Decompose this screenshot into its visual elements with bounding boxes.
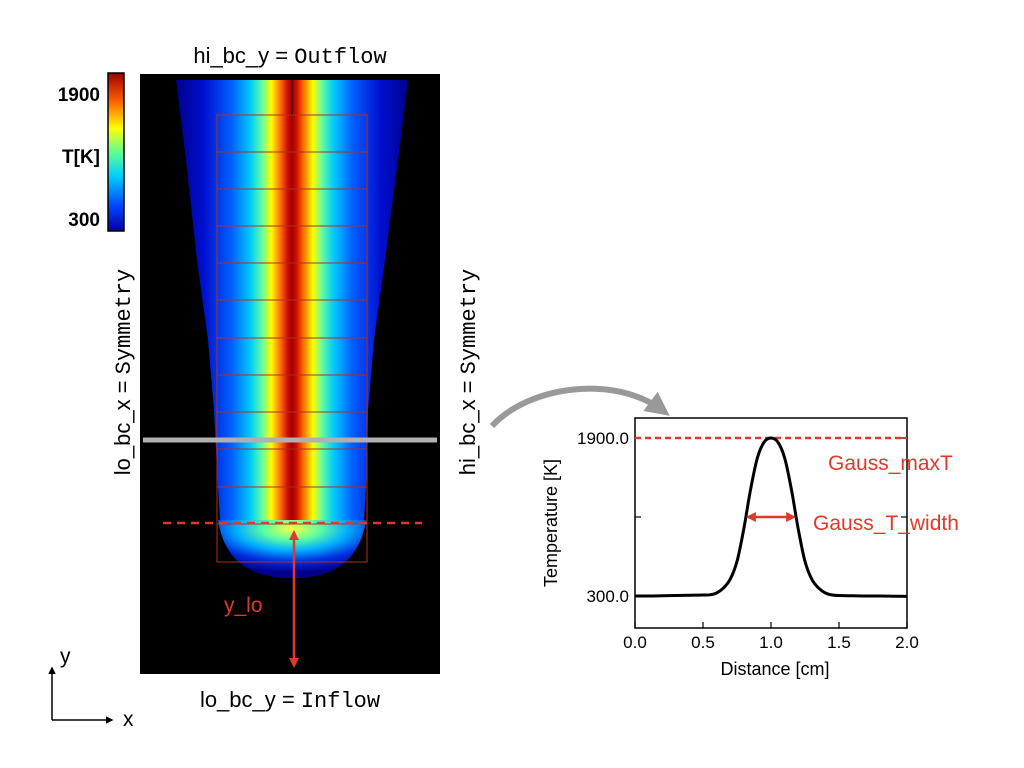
temperature-field: y_lo [140, 74, 440, 674]
x-tick-label: 1.0 [759, 633, 783, 652]
hi-bc-y-key: hi_bc_y = [193, 43, 294, 68]
lo-bc-x-label: lo_bc_x = Symmetry [110, 269, 137, 476]
x-axis-title: Distance [cm] [720, 659, 829, 679]
lo-bc-x-key: lo_bc_x = [110, 374, 135, 475]
curved-arrow [489, 385, 670, 429]
lo-bc-x-value: Symmetry [112, 269, 137, 375]
colorbar-title: T[K] [62, 147, 100, 168]
x-tick-label: 2.0 [895, 633, 919, 652]
x-tick-label: 0.5 [691, 633, 715, 652]
y-lo-label: y_lo [224, 594, 263, 617]
hi-bc-y-value: Outflow [294, 45, 386, 70]
y-tick-label: 300.0 [586, 587, 629, 606]
lo-bc-y-key: lo_bc_y = [200, 687, 301, 712]
hi-bc-y-label: hi_bc_y = Outflow [193, 43, 386, 70]
gauss-T-width-label: Gauss_T_width [813, 512, 959, 535]
flame-field [176, 80, 408, 578]
hi-bc-x-value: Symmetry [457, 269, 482, 375]
colorbar-max-label: 1900 [58, 85, 100, 106]
y-axis-indicator-label: y [60, 645, 71, 668]
hi-bc-x-label: hi_bc_x = Symmetry [455, 269, 482, 476]
axes-indicator: y x [48, 645, 134, 731]
lo-bc-y-value: Inflow [301, 689, 380, 714]
x-axis-ticks: 0.0 0.5 1.0 1.5 2.0 [623, 622, 919, 652]
colorbar-min-label: 300 [68, 210, 100, 231]
y-axis-title: Temperature [K] [541, 459, 561, 587]
lo-bc-y-label: lo_bc_y = Inflow [200, 687, 380, 714]
x-tick-label: 0.0 [623, 633, 647, 652]
y-tick-label: 1900.0 [577, 429, 629, 448]
hi-bc-x-key: hi_bc_x = [455, 374, 480, 475]
gauss-maxT-label: Gauss_maxT [828, 452, 953, 475]
colorbar: 1900 T[K] 300 [58, 72, 125, 232]
x-axis-indicator-label: x [123, 708, 134, 731]
colorbar-gradient [107, 72, 125, 232]
y-axis-ticks: 300.0 1900.0 [577, 429, 907, 606]
temperature-profile-chart: 0.0 0.5 1.0 1.5 2.0 300.0 1900.0 Gauss_maxT G… [541, 417, 959, 679]
x-tick-label: 1.5 [827, 633, 851, 652]
series-line [634, 436, 908, 598]
